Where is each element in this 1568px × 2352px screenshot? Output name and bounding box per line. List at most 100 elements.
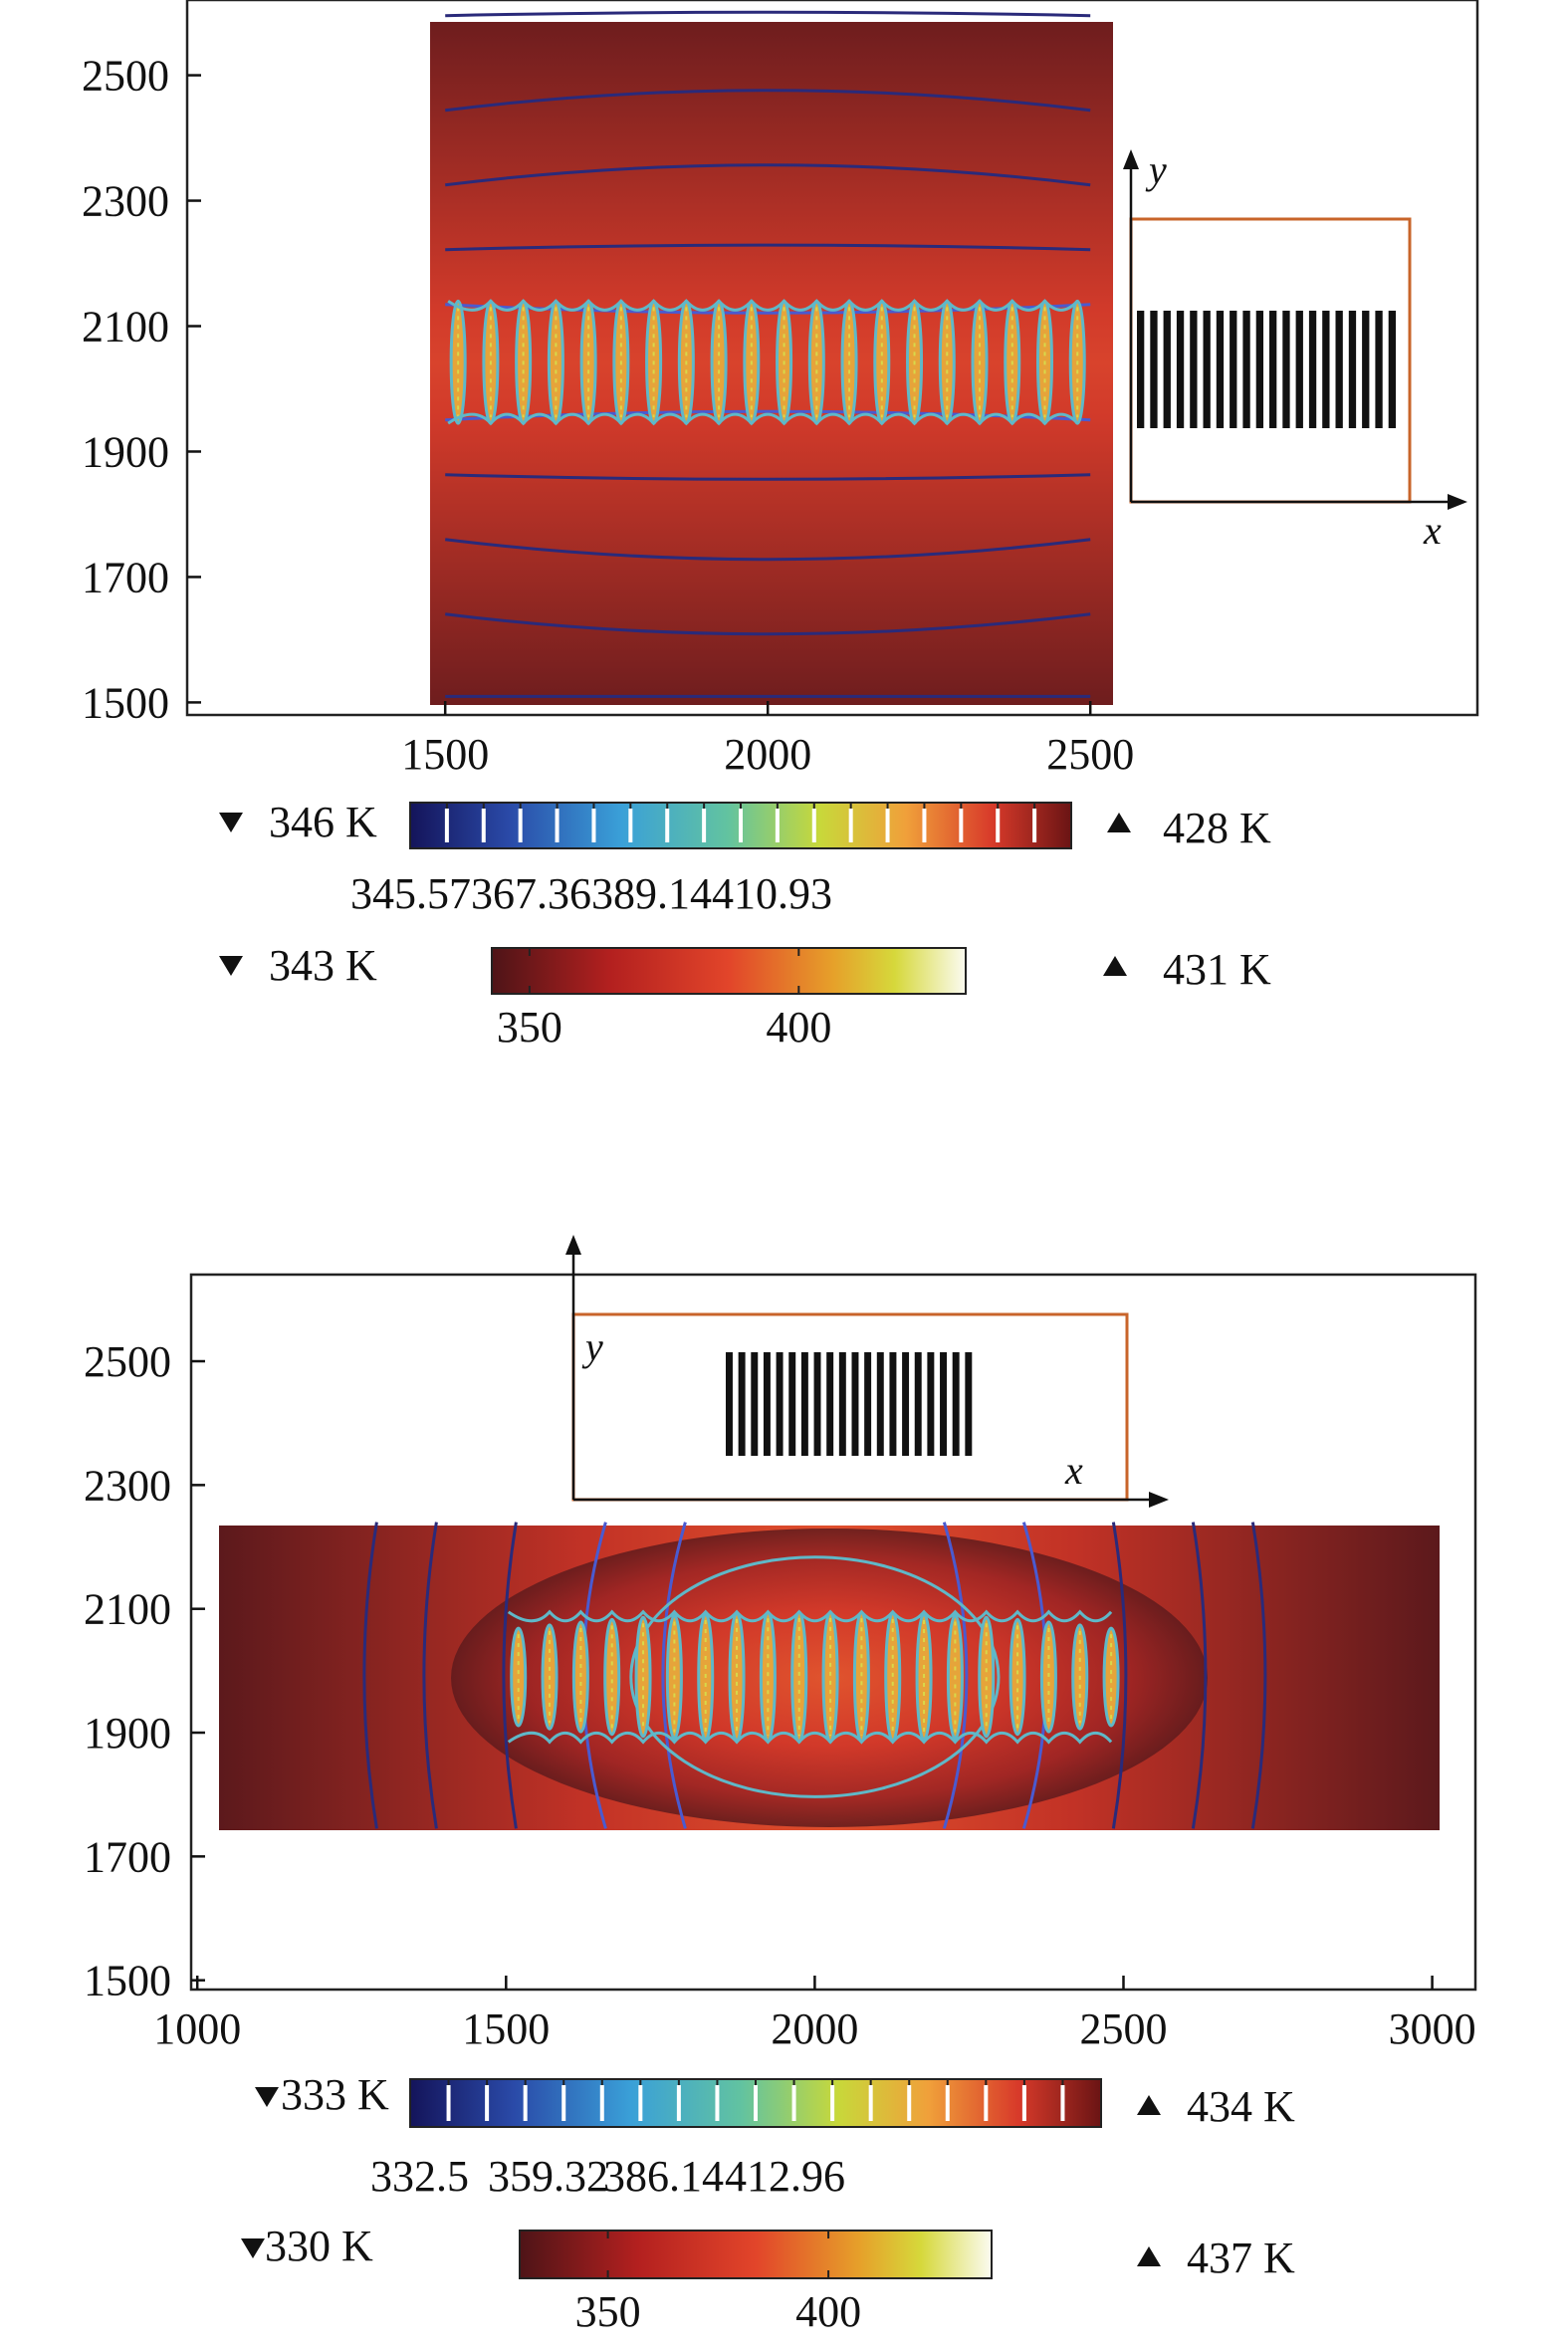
inset-strip	[776, 1352, 784, 1456]
contour-line	[445, 243, 1091, 252]
inner-contour	[507, 1731, 1113, 1745]
inset-strip	[838, 1352, 846, 1456]
contour-line	[502, 1522, 518, 1829]
heater-strip	[1102, 1626, 1120, 1728]
y-tick-label: 1900	[82, 427, 169, 476]
surface-tick-label: 350	[497, 1003, 562, 1052]
inset-strip	[726, 1352, 733, 1456]
inset-strip	[864, 1352, 872, 1456]
inset-strip	[813, 1352, 821, 1456]
heater-strip	[821, 1610, 839, 1744]
colorbar-stripe	[1021, 2085, 1026, 2121]
inset-strip	[1308, 311, 1317, 428]
x-tick-label: 2500	[1079, 2004, 1167, 2053]
inset-strip	[800, 1352, 808, 1456]
contour-colorbar-stripes	[446, 2079, 1065, 2121]
inset-strip	[1163, 311, 1171, 428]
colorbar-stripe	[665, 809, 670, 842]
surface-legend: 330 K 350 400 437 K	[241, 2222, 1295, 2336]
inset-strip	[1295, 311, 1303, 428]
panel-1: 1500 2000 2500 1500 1700 1900 2100 2300 2500 y x…	[82, 0, 1479, 1052]
heater-strip	[884, 1611, 902, 1743]
heater-strip	[852, 1610, 870, 1744]
inset-strip	[1322, 311, 1330, 428]
inset-strip	[851, 1352, 859, 1456]
inset-x-arrow	[1149, 1492, 1169, 1508]
contour-line	[422, 1522, 438, 1829]
heater-strip	[1008, 1617, 1026, 1737]
colorbar-stripe	[984, 2085, 989, 2121]
surface-colorbar-ticks: 350 400	[575, 2231, 861, 2336]
contour-line	[445, 89, 1091, 113]
down-triangle-icon	[255, 2087, 279, 2107]
y-tick-label: 2500	[82, 52, 169, 101]
up-triangle-icon	[1103, 956, 1127, 976]
inner-contour	[447, 412, 1079, 426]
surface-tick-label: 400	[795, 2287, 861, 2336]
inset-x-arrow	[1448, 494, 1467, 510]
inset-x-label: x	[1064, 1448, 1083, 1493]
contour-line	[362, 1522, 378, 1829]
colorbar-stripe	[702, 809, 707, 842]
colorbar-stripe	[446, 2085, 451, 2121]
colorbar-stripe	[676, 2085, 681, 2121]
heater-strip	[510, 1626, 528, 1728]
heater-array	[447, 299, 1086, 426]
inset-schematic: y x	[565, 1235, 1169, 1508]
colorbar-stripe	[922, 809, 927, 842]
surface-tick-label: 350	[575, 2287, 641, 2336]
contour-max-label: 434 K	[1187, 2082, 1295, 2131]
surface-colorbar-ticks: 350 400	[497, 948, 831, 1052]
heater-strip	[634, 1615, 652, 1739]
y-tick-label: 2500	[84, 1337, 171, 1386]
colorbar-stripe	[591, 809, 596, 842]
inset-strip	[1388, 311, 1397, 428]
up-triangle-icon	[1137, 2246, 1161, 2266]
colorbar-stripe	[775, 809, 780, 842]
contour-line	[1250, 1522, 1267, 1829]
inset-y-label: y	[581, 1324, 603, 1369]
colorbar-stripe	[945, 2085, 950, 2121]
inner-contour	[447, 299, 1079, 312]
contour-tick-label: 332.5	[370, 2152, 469, 2201]
colorbar-stripe	[715, 2085, 720, 2121]
inset-strip	[914, 1352, 922, 1456]
colorbar-stripe	[481, 809, 486, 842]
heater-strip	[790, 1610, 808, 1744]
y-tick-label: 1500	[82, 678, 169, 727]
inset-y-arrow	[1123, 149, 1139, 169]
inset-strip	[1362, 311, 1370, 428]
inset-strip	[763, 1352, 771, 1456]
heater-strip	[759, 1610, 777, 1744]
colorbar-stripe	[485, 2085, 490, 2121]
inset-strips	[726, 1352, 973, 1456]
y-tick-label: 2100	[84, 1585, 171, 1634]
contour-tick-label: 386.14	[603, 2152, 724, 2201]
contour-min-label: 333 K	[281, 2070, 389, 2119]
inset-strip	[940, 1352, 948, 1456]
x-tick-label: 1500	[401, 730, 489, 779]
inset-strip	[1203, 311, 1211, 428]
contour-line	[629, 1555, 1001, 1798]
inset-strip	[1216, 311, 1225, 428]
contour-line	[445, 163, 1091, 187]
contour-line	[445, 612, 1091, 636]
inset-strip	[1190, 311, 1198, 428]
inset-strip	[738, 1352, 746, 1456]
colorbar-stripe	[444, 809, 449, 842]
x-tick-label: 1500	[462, 2004, 550, 2053]
x-tick-label: 2500	[1046, 730, 1134, 779]
inset-strips	[1137, 311, 1397, 428]
surface-tick-label: 400	[766, 1003, 831, 1052]
contour-colorbar-stripes	[444, 803, 1037, 842]
inset-frame	[571, 1312, 1129, 1502]
inset-y-arrow	[565, 1235, 581, 1255]
y-tick-label: 2100	[82, 303, 169, 352]
colorbar-stripe	[555, 809, 560, 842]
inset-strip	[1348, 311, 1357, 428]
inset-strip	[902, 1352, 910, 1456]
colorbar-stripe	[868, 2085, 873, 2121]
colorbar-stripe	[1032, 809, 1037, 842]
colorbar-stripe	[996, 809, 1001, 842]
